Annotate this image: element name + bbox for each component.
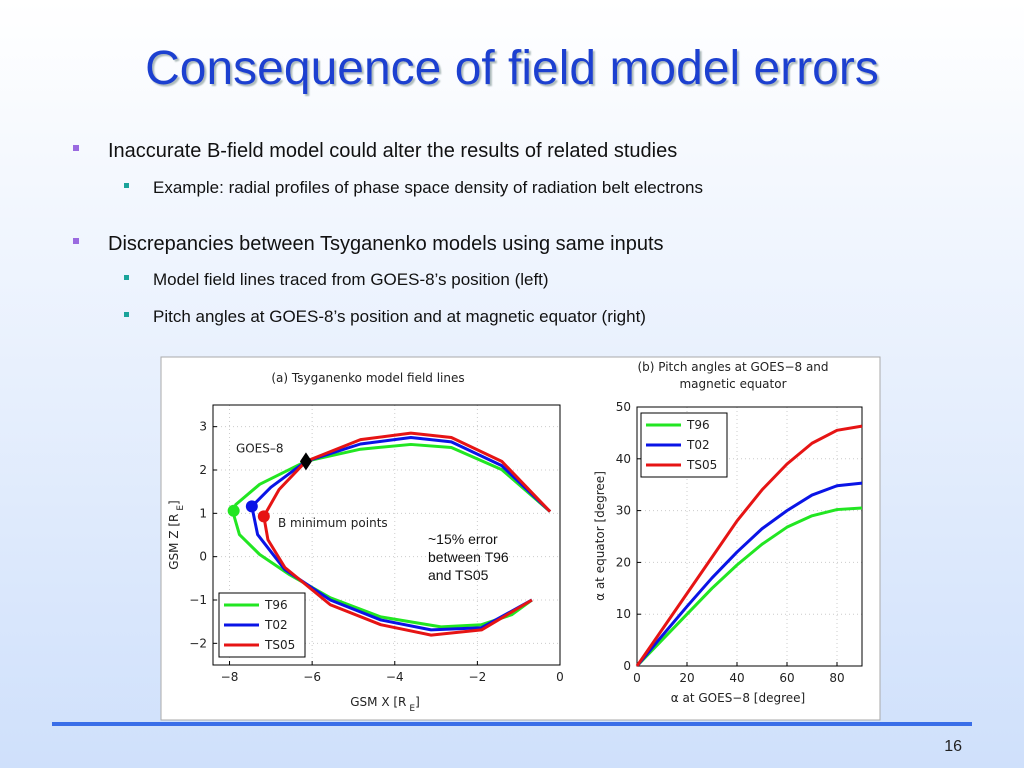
series-line (635, 424, 863, 667)
min-point (257, 510, 270, 523)
goes-point (299, 452, 312, 471)
bullet-marker (124, 312, 129, 317)
axis-label-part: GSM Z [R (167, 514, 181, 570)
bullet-marker (73, 145, 79, 151)
min-point (245, 500, 258, 513)
axis-label-part: E (409, 704, 415, 714)
x-tick-label: 60 (779, 671, 794, 685)
legend-label: T96 (264, 598, 288, 612)
y-tick-label: 2 (199, 463, 207, 477)
y-tick-label: −2 (189, 636, 207, 650)
series-line (635, 481, 863, 667)
legend-label: TS05 (686, 458, 717, 472)
axis-label: GSM Z [R E] (167, 500, 186, 570)
series-line (232, 442, 552, 629)
x-tick-label: −4 (386, 670, 404, 684)
y-tick-label: 40 (616, 452, 631, 466)
x-tick-label: 40 (729, 671, 744, 685)
bullet-marker (124, 275, 129, 280)
legend-label: T02 (264, 618, 288, 632)
plot-frame (636, 406, 863, 667)
y-tick-label: 0 (199, 550, 207, 564)
legend-label: TS05 (264, 638, 295, 652)
series-line (635, 506, 863, 668)
bullet: Inaccurate B-field model could alter the… (108, 140, 677, 162)
annotation: B minimum points (278, 516, 388, 530)
y-tick-label: 50 (616, 400, 631, 414)
legend-label: T02 (686, 438, 710, 452)
chart-title: magnetic equator (679, 377, 786, 391)
slide-title: Consequence of field model errors (145, 42, 879, 95)
axis-label: GSM X [R E] (350, 695, 420, 714)
chart-title: (b) Pitch angles at GOES−8 and (637, 360, 828, 374)
annotation: GOES–8 (236, 441, 284, 455)
y-tick-label: 0 (623, 659, 631, 673)
callout: ~15% error (428, 531, 498, 547)
charts: (a) Tsyganenko model field lines −8 −6 −4 −2… (167, 360, 863, 714)
bullet-marker (124, 183, 129, 188)
x-tick-label: 0 (556, 670, 564, 684)
x-tick-label: −8 (221, 670, 239, 684)
y-tick-label: 1 (199, 506, 207, 520)
sub-bullet: Model field lines traced from GOES-8’s p… (153, 270, 549, 289)
axis-label-part: ] (167, 500, 181, 505)
chart-title: (a) Tsyganenko model field lines (271, 371, 464, 385)
axis-label-part: GSM X [R (350, 695, 406, 709)
figure-frame (160, 356, 881, 721)
sub-bullet: Pitch angles at GOES-8’s position and at… (153, 307, 646, 326)
axis-label: α at equator [degree] (593, 471, 607, 601)
plot-frame (212, 404, 561, 666)
y-tick-label: 10 (616, 607, 631, 621)
y-tick-label: 20 (616, 555, 631, 569)
legend-label: T96 (686, 418, 710, 432)
bullet: Discrepancies between Tsyganenko models … (108, 233, 664, 255)
x-tick-label: −6 (303, 670, 321, 684)
page-number: 16 (944, 738, 962, 755)
y-tick-label: 30 (616, 504, 631, 518)
sub-bullet: Example: radial profiles of phase space … (153, 178, 703, 197)
axis-label: α at GOES−8 [degree] (671, 691, 805, 705)
x-tick-label: 0 (633, 671, 641, 685)
x-tick-label: 80 (829, 671, 844, 685)
min-point (227, 504, 240, 517)
axis-label-part: E (176, 505, 186, 511)
x-tick-label: 20 (679, 671, 694, 685)
callout: and TS05 (428, 567, 489, 583)
x-tick-label: −2 (469, 670, 487, 684)
axis-label-part: ] (415, 695, 420, 709)
bullet-marker (73, 238, 79, 244)
footer-rule (52, 722, 972, 726)
y-tick-label: −1 (189, 593, 207, 607)
callout: between T96 (428, 549, 509, 565)
y-tick-label: 3 (199, 420, 207, 434)
